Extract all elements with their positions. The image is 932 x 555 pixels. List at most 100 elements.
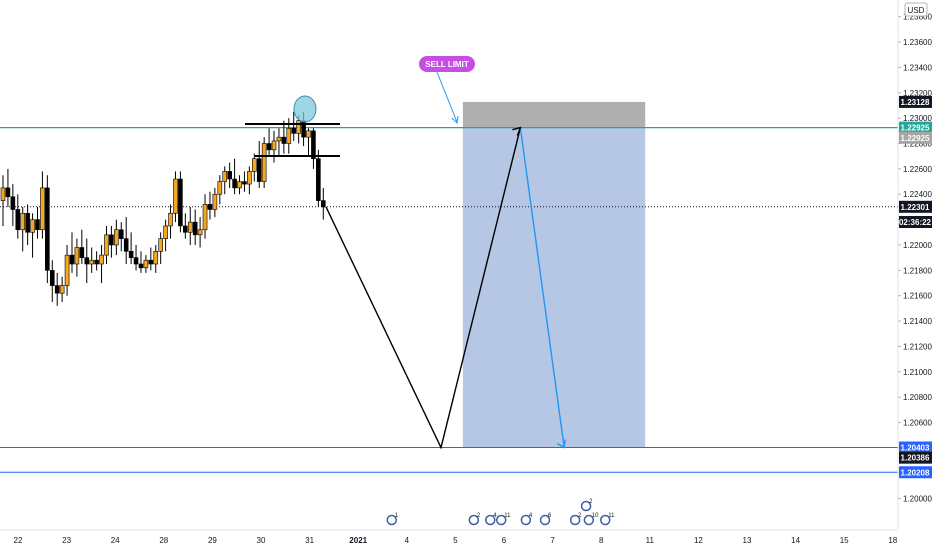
candle [153, 244, 159, 273]
candle-body [217, 181, 223, 195]
candle [192, 209, 198, 245]
candle-body [261, 143, 267, 182]
candle [104, 225, 109, 264]
candle [222, 166, 228, 195]
candle [187, 206, 193, 245]
price-tag-label: 1.20403 [901, 444, 930, 453]
candle-body [296, 120, 301, 134]
price-tick-label: 1.23800 [903, 13, 932, 22]
event-flag-icon [580, 500, 592, 512]
candle [138, 251, 144, 273]
currency-badge-box [904, 2, 928, 17]
economic-event-icon[interactable]: 2 [569, 513, 583, 526]
candle [123, 217, 129, 264]
price-tag: 1.22925 [899, 121, 932, 134]
candle-body [247, 171, 252, 185]
candle [261, 137, 267, 188]
candle-body [79, 247, 85, 258]
economic-event-icon[interactable]: 11 [495, 513, 511, 526]
take-profit-zone[interactable] [462, 127, 646, 448]
price-tag-box [899, 466, 932, 479]
candle-body [320, 200, 326, 208]
candle-body [183, 225, 188, 233]
candle [163, 219, 168, 252]
candle-body [10, 196, 16, 210]
candles-layer [0, 111, 326, 306]
candle [197, 217, 203, 248]
candle [118, 222, 124, 252]
candle [45, 175, 50, 284]
economic-event-icon[interactable]: 4 [485, 513, 498, 526]
candle-body [109, 234, 114, 246]
candle-body [207, 204, 213, 210]
economic-event-icon[interactable]: 2 [468, 513, 481, 526]
path-arrowhead [512, 126, 522, 136]
candle [89, 247, 94, 273]
candle [232, 158, 237, 195]
price-tick-label: 1.20800 [903, 393, 932, 402]
candle-body [104, 234, 109, 256]
candle-body [271, 140, 277, 151]
candle-body [178, 178, 183, 227]
candle-body [311, 130, 316, 160]
candle [148, 247, 154, 271]
price-tick-label: 1.20600 [903, 419, 932, 428]
candle-body [173, 178, 178, 214]
economic-event-icon[interactable]: 2 [580, 499, 594, 512]
candle-body [286, 127, 292, 144]
sell-limit-bubble[interactable] [419, 56, 475, 72]
event-flag-icon [386, 514, 397, 526]
candle-body [15, 209, 21, 231]
date-label: 6 [502, 536, 507, 545]
economic-event-icon[interactable]: 11 [600, 513, 615, 526]
candle [5, 168, 11, 207]
top-highlight-ellipse[interactable] [293, 95, 317, 123]
event-count: 1 [395, 513, 399, 519]
economic-event-icon[interactable]: 1 [386, 513, 399, 526]
event-flag-icon [495, 514, 507, 526]
event-count: 10 [592, 513, 599, 519]
economic-event-icon[interactable]: 6 [539, 513, 553, 526]
stop-loss-zone[interactable] [462, 101, 646, 128]
price-tag-label: 1.20208 [901, 468, 930, 477]
candle [10, 184, 16, 226]
event-flag-icon [569, 514, 581, 526]
date-label: 29 [208, 536, 217, 545]
projection-arrow-line[interactable] [519, 127, 565, 448]
candle-body [45, 187, 50, 271]
candle-body [114, 229, 119, 246]
event-flag-icon [468, 514, 480, 526]
date-label: 7 [550, 536, 555, 545]
candle-body [49, 270, 55, 286]
candle [69, 232, 75, 273]
sell-limit-pointer [436, 71, 458, 123]
time-axis[interactable]: 22 23 24 28 29 30 31 2021 4 5 6 7 8 11 12 13 14 15 18 [0, 529, 898, 545]
economic-event-icon[interactable]: 4 [520, 513, 533, 526]
price-tick-label: 1.23600 [903, 38, 932, 47]
candle [306, 128, 311, 157]
event-count: 6 [548, 513, 552, 519]
candle-body [227, 171, 232, 180]
price-tag-label: 1.23128 [901, 98, 930, 107]
price-tick-label: 1.20000 [903, 495, 932, 504]
currency-badge[interactable]: USD [904, 2, 928, 17]
price-tick-label: 1.21600 [903, 292, 932, 301]
event-flag-icon [520, 514, 532, 526]
countdown-tag-text: 02:36:22 [899, 218, 932, 227]
event-flag-icon [600, 514, 611, 526]
candle [64, 244, 70, 296]
candle [0, 175, 6, 226]
sell-limit-arrowhead [451, 115, 459, 125]
price-tag-box [899, 131, 932, 144]
projection-arrowhead [556, 439, 566, 449]
candle-body [222, 171, 228, 182]
date-label: 11 [646, 536, 655, 545]
candle [173, 171, 178, 223]
candle-body [118, 229, 124, 239]
date-label: 12 [694, 536, 703, 545]
economic-event-icon[interactable]: 10 [583, 513, 599, 526]
countdown-tag: 02:36:22 [899, 216, 932, 228]
projected-path[interactable] [325, 127, 522, 450]
